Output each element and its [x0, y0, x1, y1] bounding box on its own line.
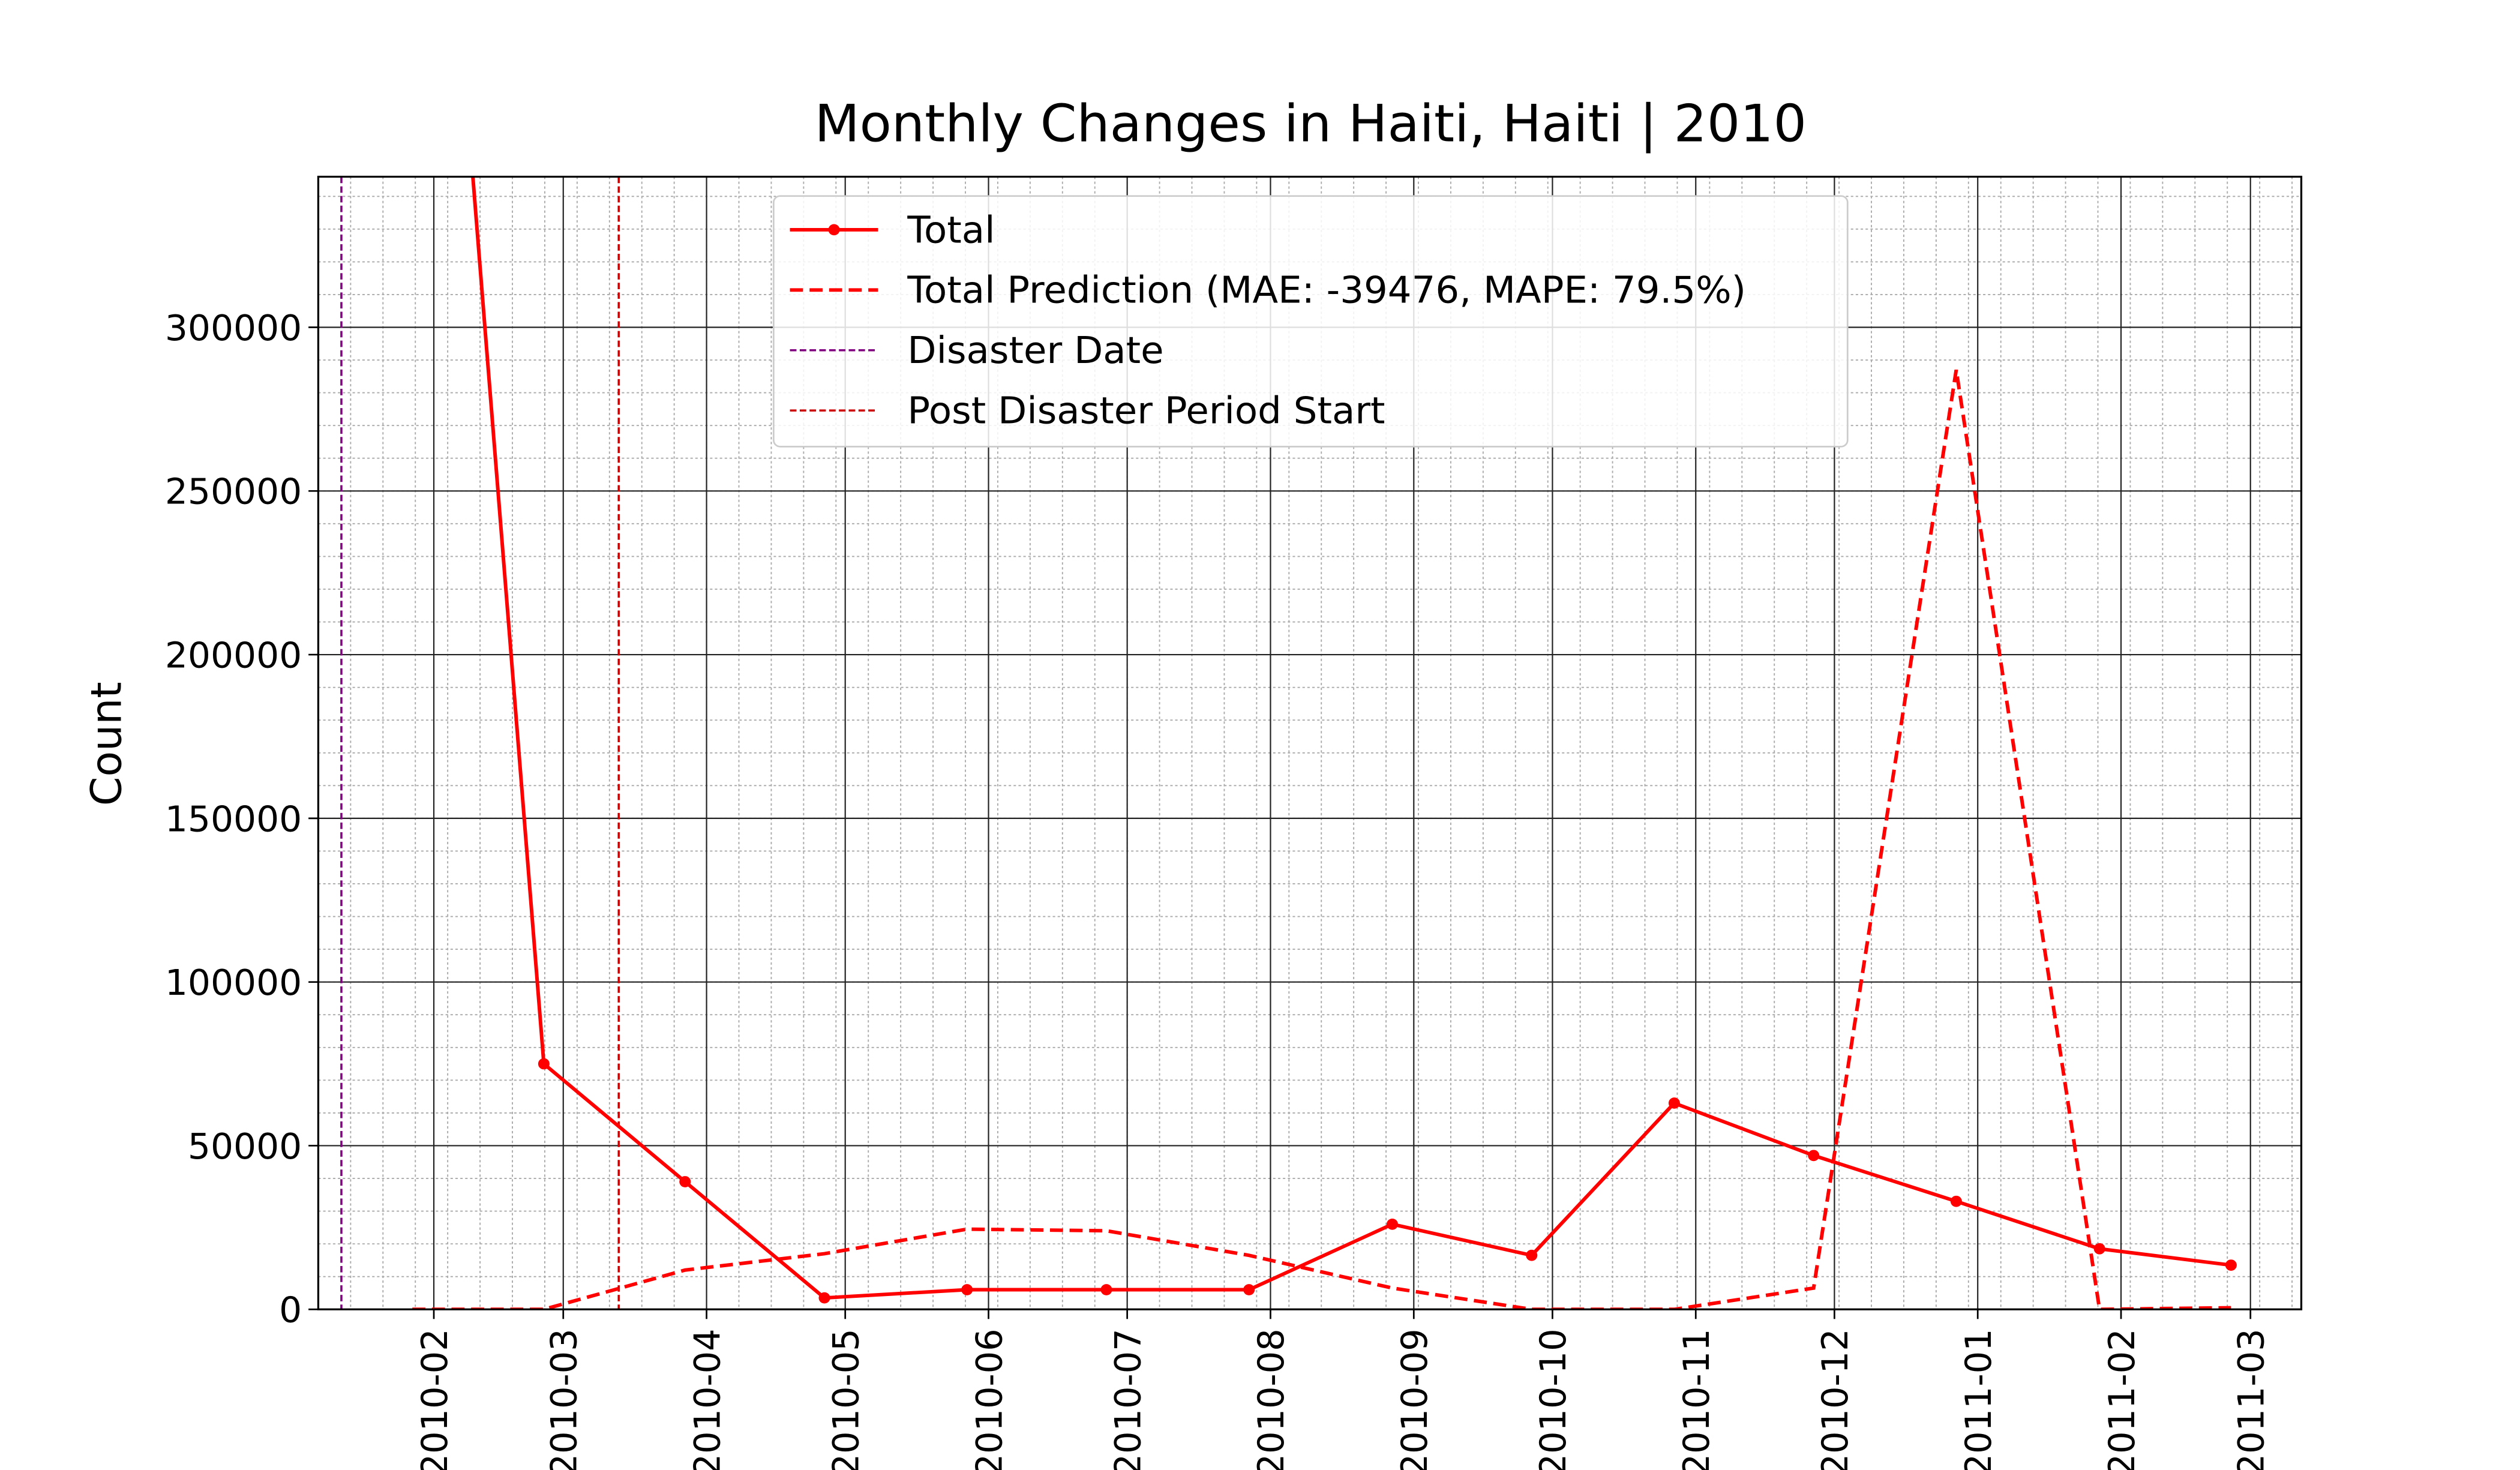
- y-tick-label: 300000: [165, 308, 302, 349]
- x-tick-label: 2010-04: [687, 1328, 729, 1470]
- data-point: [961, 1284, 973, 1295]
- plot-area: [412, 176, 2237, 1310]
- y-tick-label: 100000: [165, 963, 302, 1004]
- data-point: [679, 1176, 691, 1187]
- x-tick-label: 2010-07: [1108, 1328, 1150, 1470]
- plot-frame: [317, 175, 2303, 1310]
- data-point: [1386, 1219, 1399, 1230]
- x-tick-label: 2011-01: [1958, 1328, 2000, 1470]
- data-point: [1100, 1284, 1112, 1295]
- x-tick-label: 2010-09: [1394, 1328, 1436, 1470]
- x-tick-label: 2010-12: [1815, 1328, 1857, 1470]
- legend-marker: [828, 224, 840, 236]
- y-tick-label: 0: [279, 1290, 302, 1331]
- data-point: [1526, 1249, 1538, 1261]
- series-line: [471, 176, 2231, 1300]
- y-tick-label: 200000: [165, 635, 302, 676]
- y-tick-label: 50000: [188, 1126, 302, 1167]
- legend-box: [773, 195, 1849, 448]
- x-tick-label: 2010-11: [1676, 1328, 1718, 1470]
- x-tick-label: 2010-10: [1533, 1328, 1575, 1470]
- x-tick-label: 2010-05: [826, 1328, 868, 1470]
- data-point: [2225, 1259, 2237, 1271]
- y-axis-label: Count: [82, 682, 131, 806]
- y-tick-label: 150000: [165, 799, 302, 840]
- data-point: [1668, 1097, 1680, 1109]
- data-point: [1950, 1195, 1962, 1207]
- x-tick-label: 2010-08: [1251, 1328, 1293, 1470]
- x-tick-label: 2010-02: [414, 1328, 456, 1470]
- x-tick-label: 2010-03: [544, 1328, 586, 1470]
- legend-label: Total: [907, 208, 995, 251]
- data-point: [1808, 1150, 1820, 1162]
- data-point: [818, 1292, 830, 1304]
- chart-title: Monthly Changes in Haiti, Haiti | 2010: [815, 94, 1807, 154]
- legend-label: Post Disaster Period Start: [907, 389, 1385, 432]
- legend-label: Total Prediction (MAE: -39476, MAPE: 79.…: [907, 268, 1746, 311]
- y-tick-label: 250000: [165, 472, 302, 512]
- data-point: [1243, 1284, 1255, 1295]
- x-tick-label: 2010-06: [969, 1328, 1011, 1470]
- legend-label: Disaster Date: [907, 329, 1163, 372]
- series-line: [412, 369, 2231, 1310]
- data-point: [538, 1058, 550, 1070]
- data-point: [2093, 1243, 2105, 1255]
- x-tick-label: 2011-02: [2101, 1328, 2143, 1470]
- x-tick-label: 2011-03: [2231, 1328, 2273, 1470]
